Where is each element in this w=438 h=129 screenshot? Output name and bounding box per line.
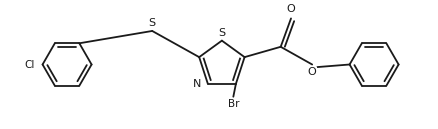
Text: Cl: Cl bbox=[25, 59, 35, 70]
Text: O: O bbox=[308, 67, 317, 77]
Text: S: S bbox=[148, 18, 156, 28]
Text: N: N bbox=[193, 79, 201, 89]
Text: S: S bbox=[218, 28, 226, 38]
Text: Br: Br bbox=[228, 99, 239, 109]
Text: O: O bbox=[286, 4, 295, 14]
